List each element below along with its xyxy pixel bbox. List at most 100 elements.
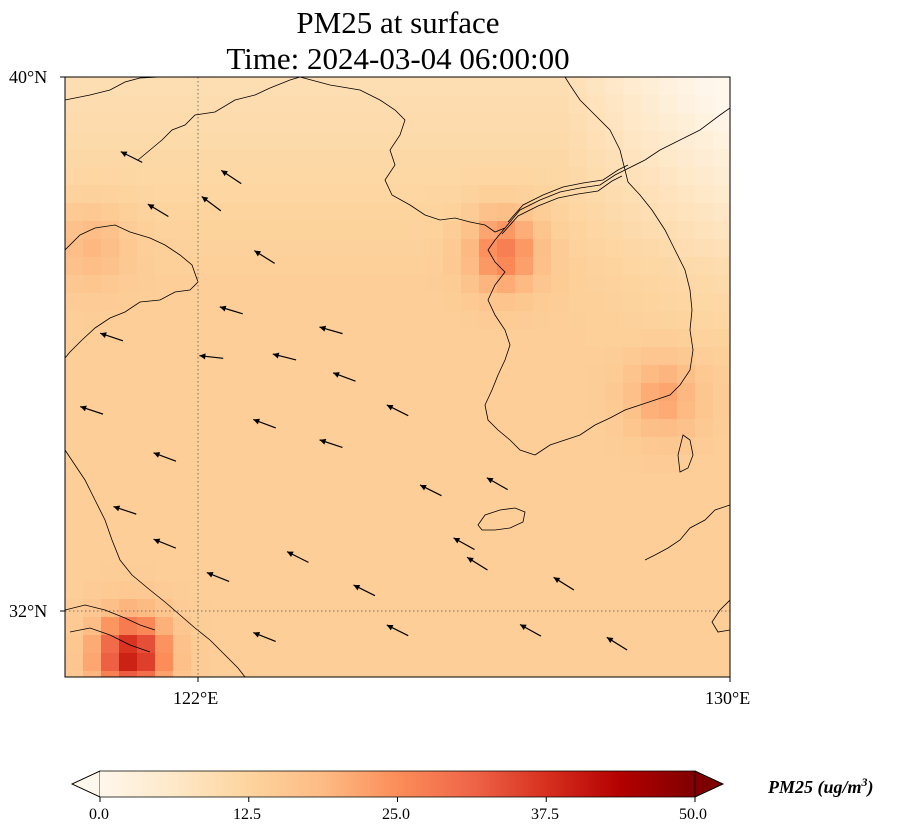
- pm25-cell: [245, 545, 264, 564]
- pm25-cell: [623, 437, 642, 456]
- pm25-cell: [443, 347, 462, 366]
- pm25-cell: [623, 329, 642, 348]
- pm25-cell: [587, 401, 606, 420]
- pm25-cell: [641, 347, 660, 366]
- pm25-cell: [677, 401, 696, 420]
- pm25-cell: [389, 149, 408, 168]
- pm25-cell: [65, 473, 84, 492]
- pm25-cell: [119, 293, 138, 312]
- pm25-cell: [587, 275, 606, 294]
- pm25-cell: [605, 275, 624, 294]
- pm25-cell: [83, 419, 102, 438]
- pm25-cell: [137, 95, 156, 114]
- pm25-cell: [371, 257, 390, 276]
- pm25-cell: [551, 221, 570, 240]
- map-frame: [64, 76, 731, 678]
- pm25-cell: [191, 599, 210, 618]
- pm25-cell: [317, 653, 336, 672]
- pm25-cell: [371, 455, 390, 474]
- pm25-cell: [713, 635, 730, 654]
- pm25-cell: [677, 581, 696, 600]
- pm25-cell: [641, 527, 660, 546]
- map-title: PM25 at surface: [296, 5, 500, 40]
- pm25-cell: [533, 599, 552, 618]
- pm25-cell: [65, 113, 84, 132]
- pm25-cell: [371, 671, 390, 677]
- pm25-cell: [353, 437, 372, 456]
- pm25-cell: [389, 329, 408, 348]
- pm25-cell: [245, 581, 264, 600]
- pm25-cell: [137, 365, 156, 384]
- pm25-cell: [335, 635, 354, 654]
- pm25-cell: [659, 95, 678, 114]
- colorbar-tick-2: 25.0: [382, 806, 410, 823]
- pm25-cell: [353, 545, 372, 564]
- pm25-cell: [317, 365, 336, 384]
- pm25-cell: [227, 509, 246, 528]
- pm25-cell: [677, 509, 696, 528]
- pm25-cell: [389, 383, 408, 402]
- pm25-cell: [263, 581, 282, 600]
- pm25-cell: [497, 365, 516, 384]
- pm25-cell: [461, 383, 480, 402]
- pm25-cell: [515, 509, 534, 528]
- pm25-cell: [605, 563, 624, 582]
- pm25-cell: [227, 419, 246, 438]
- pm25-cell: [335, 383, 354, 402]
- pm25-cell: [281, 311, 300, 330]
- pm25-cell: [263, 509, 282, 528]
- pm25-cell: [317, 275, 336, 294]
- pm25-cell: [641, 257, 660, 276]
- pm25-cell: [533, 491, 552, 510]
- pm25-cell: [515, 221, 534, 240]
- pm25-cell: [425, 383, 444, 402]
- pm25-cell: [659, 617, 678, 636]
- pm25-cell: [659, 113, 678, 132]
- pm25-cell: [83, 383, 102, 402]
- pm25-cell: [479, 311, 498, 330]
- pm25-cell: [281, 203, 300, 222]
- pm25-cell: [83, 437, 102, 456]
- pm25-cell: [263, 419, 282, 438]
- pm25-cell: [551, 509, 570, 528]
- pm25-cell: [317, 113, 336, 132]
- pm25-cell: [587, 257, 606, 276]
- pm25-cell: [425, 635, 444, 654]
- pm25-cell: [263, 401, 282, 420]
- pm25-cell: [101, 149, 120, 168]
- pm25-cell: [533, 203, 552, 222]
- pm25-cell: [137, 527, 156, 546]
- pm25-cell: [65, 671, 84, 677]
- pm25-cell: [155, 131, 174, 150]
- pm25-cell: [101, 527, 120, 546]
- pm25-cell: [497, 563, 516, 582]
- pm25-cell: [695, 293, 714, 312]
- pm25-cell: [695, 275, 714, 294]
- pm25-cell: [335, 275, 354, 294]
- colorbar-tick-0: 0.0: [89, 806, 109, 823]
- pm25-cell: [623, 95, 642, 114]
- colorbar-ticks: [99, 797, 696, 802]
- pm25-cell: [389, 563, 408, 582]
- pm25-cell: [407, 599, 426, 618]
- pm25-cell: [83, 563, 102, 582]
- pm25-cell: [137, 311, 156, 330]
- pm25-cell: [119, 203, 138, 222]
- pm25-cell: [461, 221, 480, 240]
- pm25-cell: [713, 509, 730, 528]
- pm25-cell: [389, 77, 408, 96]
- pm25-cell: [515, 599, 534, 618]
- pm25-cell: [209, 221, 228, 240]
- pm25-cell: [83, 149, 102, 168]
- pm25-cell: [497, 473, 516, 492]
- pm25-cell: [335, 455, 354, 474]
- pm25-cell: [83, 203, 102, 222]
- pm25-cell: [245, 257, 264, 276]
- pm25-cell: [695, 617, 714, 636]
- pm25-cell: [83, 365, 102, 384]
- pm25-cell: [83, 653, 102, 672]
- pm25-cell: [641, 167, 660, 186]
- pm25-cell: [173, 257, 192, 276]
- pm25-cell: [515, 239, 534, 258]
- pm25-cell: [119, 455, 138, 474]
